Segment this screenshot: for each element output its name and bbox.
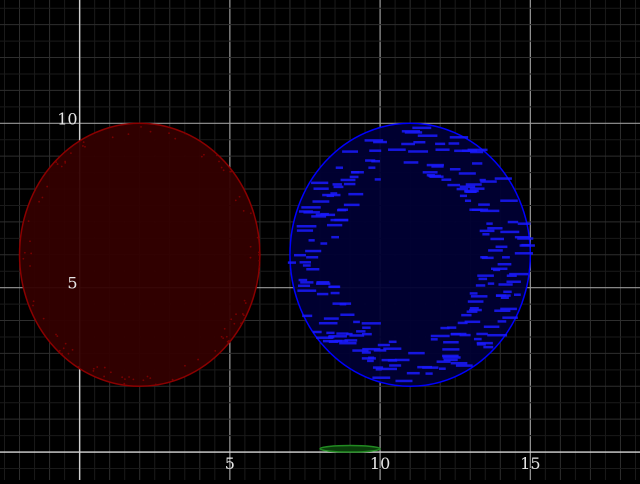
- x-tick-label: 15: [520, 454, 540, 473]
- x-tick-label: 5: [225, 454, 235, 473]
- shapes: [18, 122, 535, 453]
- y-tick-label: 10: [57, 109, 77, 128]
- shape-circle-0: [18, 122, 261, 388]
- shape-texture-0: [22, 125, 261, 386]
- shape-ellipse-2: [319, 444, 381, 453]
- x-tick-label: 10: [370, 454, 390, 473]
- tick-labels: 5 10 15 5 10: [57, 109, 540, 473]
- shape-texture-1: [287, 126, 535, 383]
- y-tick-label: 5: [67, 274, 77, 293]
